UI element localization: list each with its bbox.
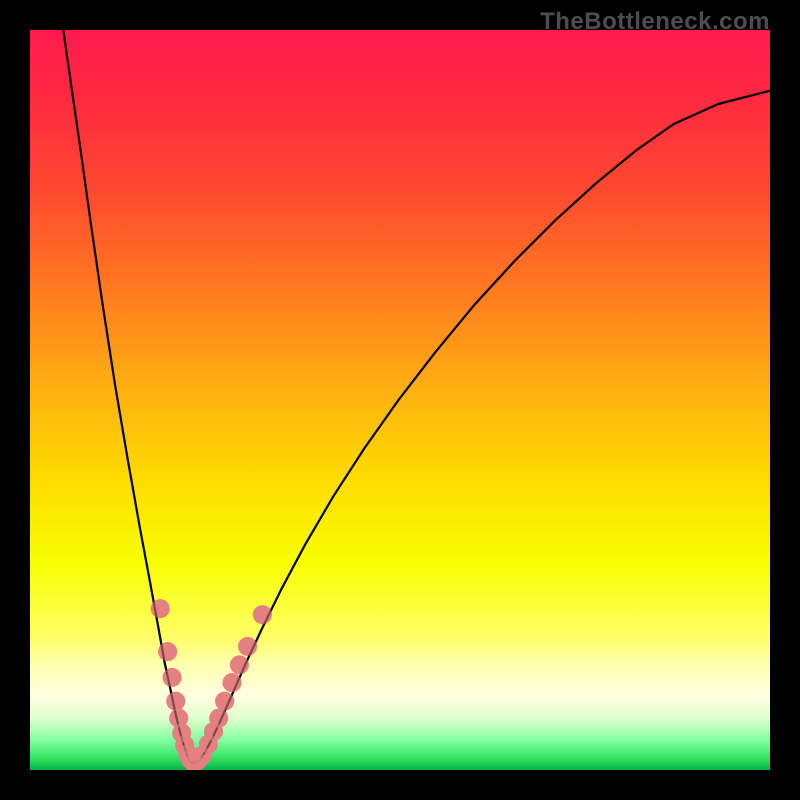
chart-background	[30, 30, 770, 770]
data-point	[253, 605, 272, 624]
data-point	[223, 673, 242, 692]
data-point	[151, 599, 170, 618]
plot-area	[30, 30, 770, 770]
chart-container: TheBottleneck.com	[0, 0, 800, 800]
data-point	[163, 668, 182, 687]
data-point	[230, 655, 249, 674]
data-point	[166, 692, 185, 711]
data-point	[209, 709, 228, 728]
data-point	[238, 637, 257, 656]
data-point	[158, 642, 177, 661]
data-point	[215, 692, 234, 711]
